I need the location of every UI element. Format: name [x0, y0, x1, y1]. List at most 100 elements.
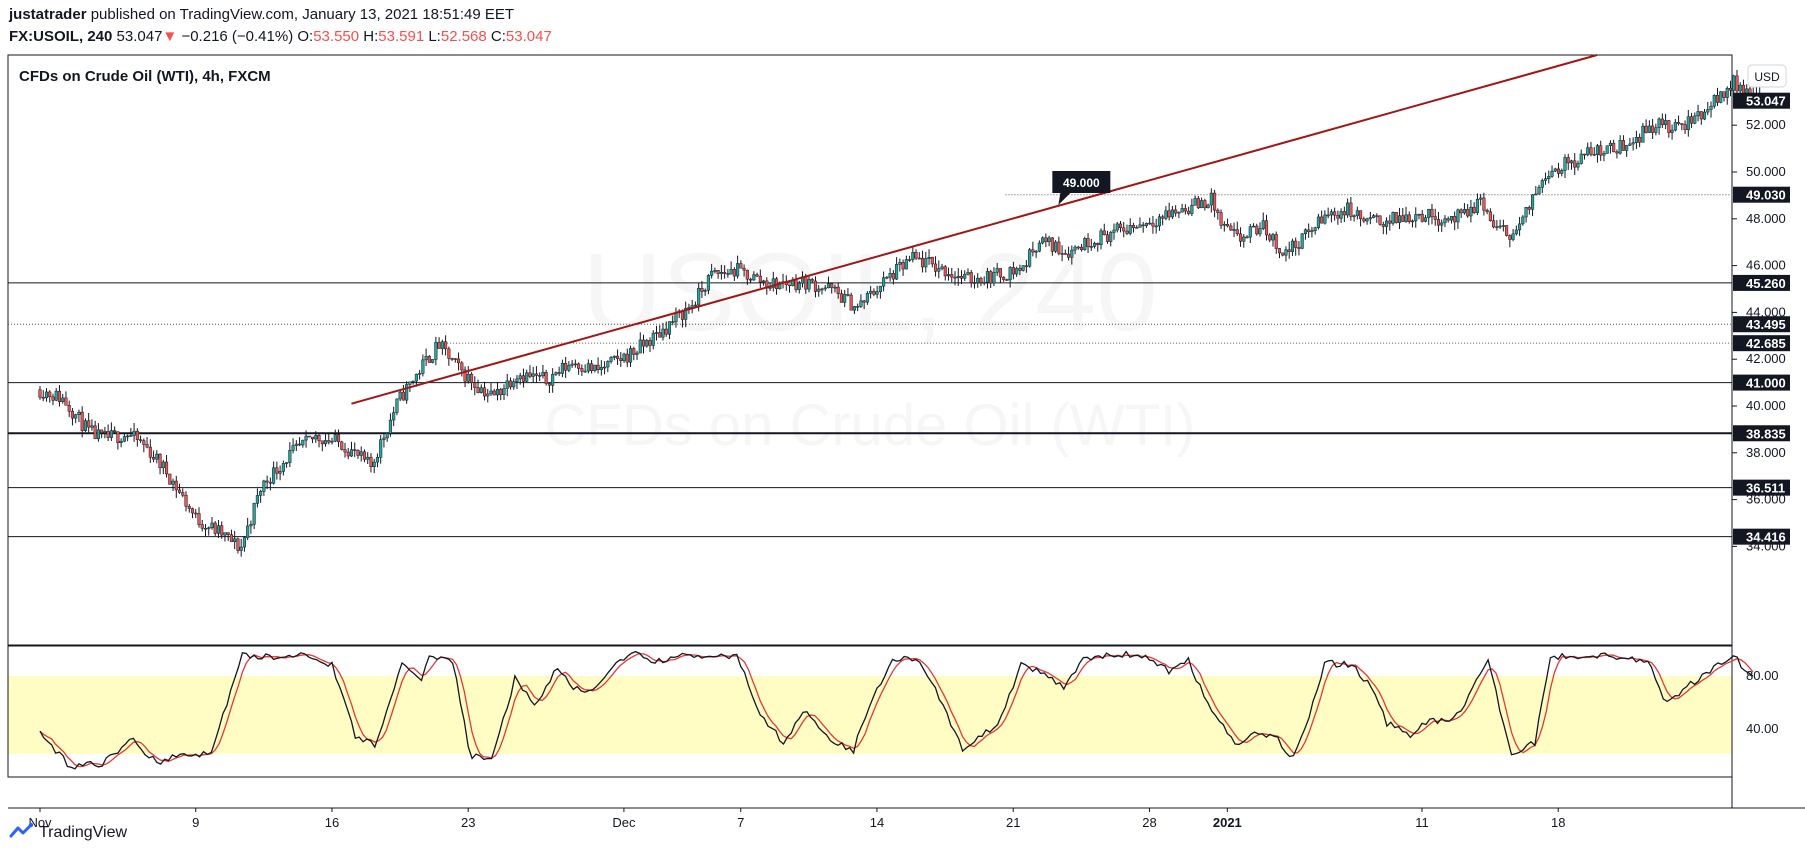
candle [41, 390, 45, 402]
candle [521, 368, 526, 388]
candle [1151, 215, 1155, 234]
candle [171, 478, 175, 491]
candle [703, 288, 707, 296]
candle [1388, 214, 1392, 231]
candle [330, 437, 334, 445]
price-change: −0.216 (−0.41%) [181, 28, 294, 45]
candle [272, 461, 276, 485]
price-tags: 53.047 49.030 45.260 43.495 42.685 41.000 38.8… [1733, 92, 1790, 545]
candle [203, 524, 208, 537]
candle [658, 325, 662, 338]
candle [1686, 109, 1690, 137]
currency-button[interactable]: USD [1747, 64, 1787, 88]
candle [1677, 115, 1681, 126]
candle [716, 269, 720, 279]
candle [106, 424, 110, 442]
candle [401, 385, 405, 401]
candle [489, 383, 493, 397]
candle [1287, 241, 1291, 259]
candle [1407, 211, 1411, 224]
time-tick-label: 2021 [1213, 815, 1242, 830]
price-tick-label: 52.000 [1746, 117, 1786, 132]
candle [836, 282, 840, 299]
candle [583, 364, 587, 373]
watermark-name: CFDs on Crude Oil (WTI) [545, 393, 1196, 458]
candle [1050, 236, 1054, 256]
price-tag-label: 49.030 [1746, 188, 1786, 203]
candle [1469, 199, 1473, 223]
candle [1138, 217, 1142, 228]
publisher-username[interactable]: justatrader [9, 6, 87, 23]
candle [1641, 122, 1645, 143]
price-tick-label: 38.000 [1746, 445, 1786, 460]
callout-box [1052, 171, 1111, 205]
candle [979, 276, 983, 287]
candle [1261, 212, 1265, 231]
price-tag-label: 42.685 [1746, 336, 1786, 351]
candle [976, 273, 980, 288]
candle [213, 521, 217, 536]
candle [1475, 193, 1479, 216]
horizontal-levels [8, 194, 1732, 538]
candle [259, 489, 263, 503]
candle [148, 439, 152, 463]
candle [1226, 218, 1230, 228]
candle [742, 264, 746, 277]
candle [418, 369, 422, 380]
candle [1414, 207, 1418, 228]
candle [1725, 86, 1729, 105]
footer-brand[interactable]: TradingView [9, 822, 127, 842]
candle [220, 521, 224, 539]
candle [1079, 243, 1084, 252]
candle [901, 259, 905, 276]
candle [317, 433, 321, 448]
candle [87, 412, 91, 434]
candle [739, 260, 743, 269]
trendline-layer[interactable] [351, 54, 1598, 405]
candle [508, 377, 513, 390]
candle [1706, 101, 1710, 116]
candle [1657, 117, 1661, 135]
candle [1547, 170, 1551, 184]
candle [210, 517, 214, 530]
candlestick-series [38, 69, 1762, 557]
candle [723, 265, 727, 279]
candle [719, 264, 723, 280]
candle [1336, 210, 1340, 225]
candle [239, 538, 243, 557]
candle [174, 475, 178, 499]
candle [1680, 123, 1684, 131]
candle [1466, 204, 1470, 218]
candle [372, 458, 376, 474]
candle [1313, 226, 1317, 235]
candle [1488, 208, 1492, 222]
candle [671, 315, 675, 326]
candle [554, 371, 558, 376]
candle [1479, 194, 1483, 206]
stochastic-pane [39, 650, 1754, 770]
candle [1232, 222, 1236, 238]
candle [586, 359, 590, 374]
candle [1157, 213, 1161, 231]
candle [940, 263, 944, 271]
publish-info: published on TradingView.com, January 13… [90, 6, 515, 23]
candle [651, 330, 655, 350]
candle [1563, 154, 1567, 179]
candle [1683, 120, 1687, 134]
candle [1579, 149, 1583, 165]
candle [1034, 250, 1038, 258]
candle [453, 358, 457, 363]
candle [311, 436, 315, 444]
candle [869, 285, 873, 299]
candle [482, 381, 487, 401]
candle [1625, 145, 1629, 157]
price-tick-label: 46.000 [1746, 258, 1786, 273]
candle [1164, 206, 1168, 221]
watermark: USOIL, 240 CFDs on Crude Oil (WTI) [545, 231, 1196, 458]
candle [1002, 276, 1006, 282]
candle [1346, 198, 1350, 218]
candle [1060, 245, 1064, 262]
candle [129, 427, 133, 437]
candle [1722, 91, 1726, 102]
